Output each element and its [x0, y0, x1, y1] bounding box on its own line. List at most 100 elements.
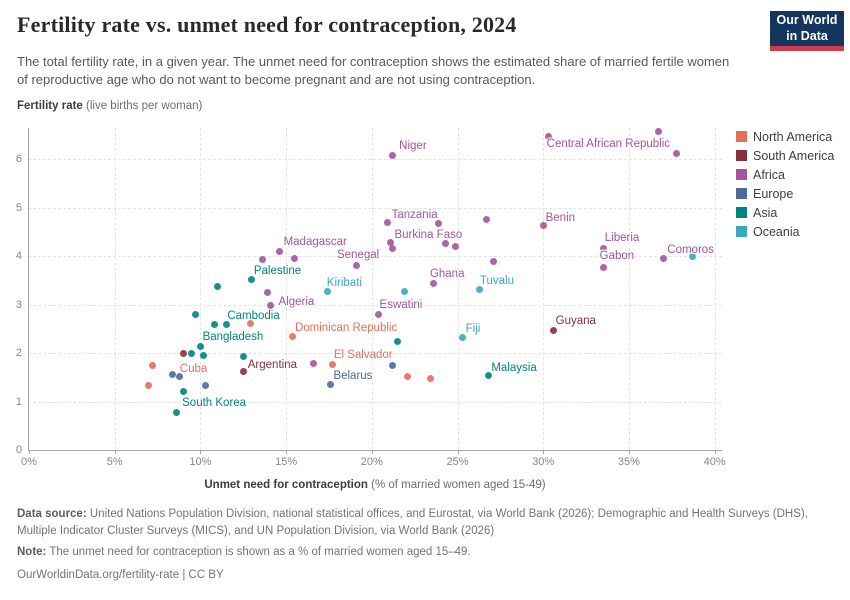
legend-item-north-america[interactable]: North America — [736, 129, 834, 144]
data-point[interactable] — [452, 243, 460, 251]
data-point[interactable] — [176, 373, 184, 381]
y-tick-label: 4 — [15, 250, 22, 262]
data-point[interactable] — [148, 361, 156, 369]
y-axis-title: Fertility rate (live births per woman) — [17, 100, 202, 112]
data-point[interactable] — [388, 361, 396, 369]
data-point[interactable] — [459, 334, 467, 342]
data-point[interactable] — [388, 151, 396, 159]
country-label: Algeria — [278, 295, 315, 308]
data-point[interactable] — [544, 132, 552, 140]
data-point[interactable] — [539, 222, 547, 230]
country-label: Tuvalu — [479, 275, 514, 288]
legend-item-africa[interactable]: Africa — [736, 167, 834, 182]
data-point[interactable] — [169, 371, 177, 379]
country-label: Ghana — [429, 268, 465, 281]
data-point[interactable] — [214, 283, 222, 291]
h-gridline — [28, 256, 722, 257]
data-point[interactable] — [483, 215, 491, 223]
country-label: Belarus — [333, 370, 373, 383]
country-label: Benin — [545, 211, 576, 224]
data-point[interactable] — [435, 220, 443, 228]
continent-legend: North America South America Africa Europe As… — [736, 130, 834, 244]
data-point[interactable] — [688, 253, 696, 261]
data-point[interactable] — [375, 310, 383, 318]
legend-item-south-america[interactable]: South America — [736, 149, 834, 163]
data-point[interactable] — [145, 381, 153, 389]
data-point[interactable] — [673, 149, 681, 157]
legend-swatch — [736, 150, 747, 161]
data-point[interactable] — [210, 320, 218, 328]
country-label: Guyana — [555, 315, 596, 328]
y-tick-label: 2 — [15, 347, 22, 359]
y-tick-label: 5 — [15, 201, 22, 214]
v-gridline — [200, 128, 202, 450]
country-label: Senegal — [336, 248, 380, 261]
data-point[interactable] — [179, 388, 187, 396]
data-point[interactable] — [246, 320, 254, 328]
data-point[interactable] — [275, 247, 283, 255]
data-point[interactable] — [549, 326, 557, 334]
legend-item-oceania[interactable]: Oceania — [736, 225, 834, 239]
data-point[interactable] — [599, 244, 607, 252]
data-point[interactable] — [426, 374, 434, 382]
chart-subtitle: The total fertility rate, in a given yea… — [17, 54, 730, 87]
data-point[interactable] — [442, 240, 449, 248]
owid-url-link[interactable]: OurWorldinData.org/fertility-rate | CC B… — [17, 569, 224, 581]
x-axis-title-rest: (% of married women aged 15-49) — [367, 479, 546, 491]
data-point[interactable] — [327, 380, 335, 388]
data-point[interactable] — [239, 368, 247, 376]
data-point[interactable] — [239, 353, 247, 361]
license-line: OurWorldinData.org/fertility-rate | CC B… — [17, 567, 835, 584]
data-point[interactable] — [323, 288, 331, 296]
data-point[interactable] — [172, 408, 180, 416]
data-point[interactable] — [191, 310, 199, 318]
legend-label: Asia — [753, 205, 778, 220]
data-point[interactable] — [258, 256, 266, 264]
data-point[interactable] — [310, 359, 318, 367]
country-label: Palestine — [253, 264, 302, 277]
data-point[interactable] — [476, 286, 484, 294]
legend-item-europe[interactable]: Europe — [736, 186, 834, 201]
data-point[interactable] — [222, 321, 230, 329]
h-gridline — [28, 159, 722, 160]
data-point[interactable] — [383, 218, 391, 226]
data-point[interactable] — [200, 352, 208, 360]
legend-label: North America — [753, 129, 833, 144]
data-point[interactable] — [263, 289, 271, 297]
data-point[interactable] — [291, 255, 299, 263]
legend-label: Europe — [753, 186, 794, 201]
datasource-label: Data source: — [17, 508, 87, 520]
x-tick-label: 5% — [106, 456, 123, 468]
data-point[interactable] — [388, 244, 396, 252]
v-gridline — [457, 128, 459, 450]
data-point[interactable] — [188, 349, 196, 357]
country-label: Dominican Republic — [294, 321, 398, 334]
data-point[interactable] — [659, 255, 667, 263]
legend-swatch — [736, 169, 747, 180]
data-point[interactable] — [394, 337, 401, 345]
data-point[interactable] — [248, 275, 256, 283]
data-point[interactable] — [599, 263, 607, 271]
data-point[interactable] — [289, 333, 297, 341]
x-tick-label: 10% — [189, 456, 212, 468]
data-point[interactable] — [267, 302, 275, 310]
data-point[interactable] — [404, 373, 412, 381]
data-point[interactable] — [484, 372, 492, 380]
data-point[interactable] — [202, 381, 210, 389]
data-point[interactable] — [400, 288, 408, 296]
data-point[interactable] — [654, 128, 662, 136]
x-axis-title: Unmet need for contraception (% of marri… — [28, 479, 722, 491]
data-point[interactable] — [179, 349, 187, 357]
owid-logo[interactable]: Our World in Data — [770, 11, 844, 51]
datasource-line: Data source: United Nations Population D… — [17, 506, 835, 540]
legend-item-asia[interactable]: Asia — [736, 205, 834, 220]
legend-label: Africa — [753, 167, 785, 182]
data-point[interactable] — [352, 261, 360, 269]
data-point[interactable] — [196, 342, 204, 350]
data-point[interactable] — [430, 279, 437, 287]
data-point[interactable] — [328, 360, 336, 368]
data-point[interactable] — [387, 239, 395, 247]
x-tick-mark — [114, 450, 116, 454]
data-point[interactable] — [489, 258, 497, 266]
country-label: Kiribati — [326, 276, 362, 289]
